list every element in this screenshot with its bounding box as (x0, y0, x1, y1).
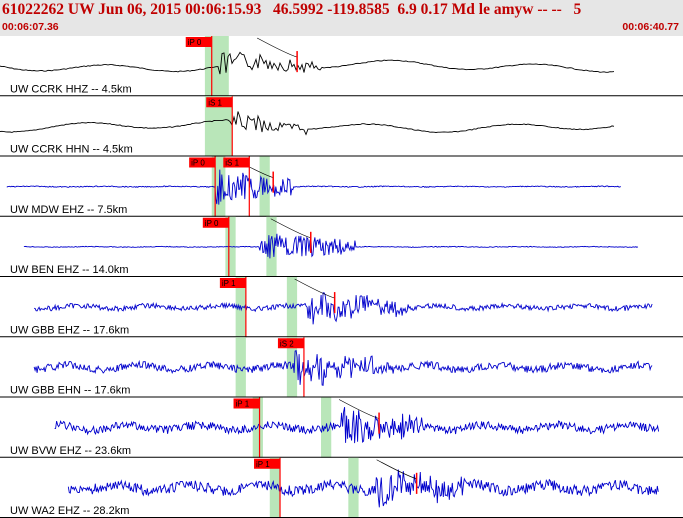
arrival-curve (294, 278, 335, 299)
waveform (6, 169, 622, 205)
pick-window (266, 216, 277, 277)
phase-pick-label: iP 0 (188, 38, 202, 47)
pick-window (204, 36, 229, 97)
phase-pick[interactable]: iS 1 (206, 96, 233, 157)
pick-window (252, 397, 263, 458)
arrival-curve (338, 399, 380, 419)
phase-pick[interactable]: iS 2 (277, 337, 305, 398)
trace-row[interactable]: iP 1 UW BVW EHZ -- 23.6km (0, 397, 683, 458)
phase-pick[interactable]: iP 1 (233, 397, 261, 458)
event-title: 61022262 UW Jun 06, 2015 00:06:15.93 46.… (2, 1, 582, 18)
station-label: UW GBB EHN -- 17.6km (10, 385, 130, 397)
station-label: UW CCRK HHZ -- 4.5km (10, 83, 132, 95)
station-label: UW BVW EHZ -- 23.6km (10, 445, 131, 457)
phase-pick-label: iP 0 (205, 219, 219, 228)
trace-row[interactable]: iP 1 UW WA2 EHZ -- 28.2km (0, 457, 683, 518)
arrival-curve (270, 218, 311, 239)
phase-pick-label: iP 1 (256, 460, 270, 469)
station-label: UW CCRK HHN -- 4.5km (10, 144, 133, 156)
phase-pick[interactable]: iP 1 (254, 457, 281, 518)
trace-row[interactable]: iP 0 UW BEN EHZ -- 14.0km (0, 216, 683, 277)
phase-pick-label: iS 2 (280, 339, 294, 348)
trace-row[interactable]: iP 0 iS 1 UW MDW EHZ -- 7.5km (0, 156, 683, 217)
waveform (0, 111, 615, 136)
trace-row[interactable]: iS 1 UW CCRK HHN -- 4.5km (0, 96, 683, 157)
station-label: UW WA2 EHZ -- 28.2km (10, 505, 129, 517)
phase-pick[interactable]: iP 0 (189, 156, 216, 217)
pick-window (348, 457, 359, 518)
station-label: UW GBB EHZ -- 17.6km (10, 324, 129, 336)
trace-row[interactable]: iP 0 UW CCRK HHZ -- 4.5km (0, 36, 683, 97)
waveform (67, 469, 659, 508)
phase-pick-label: iS 1 (208, 98, 222, 107)
arrival-curve (376, 459, 417, 480)
trace-row[interactable]: iP 1 UW GBB EHZ -- 17.6km (0, 277, 683, 338)
phase-pick-label: iP 1 (236, 400, 250, 409)
waveform (0, 51, 615, 75)
phase-pick-label: iP 0 (191, 159, 205, 168)
waveform (33, 349, 653, 386)
station-label: UW MDW EHZ -- 7.5km (10, 204, 127, 216)
phase-pick-label: iS 1 (225, 159, 239, 168)
waveform (54, 407, 660, 444)
waveform (34, 292, 653, 325)
trace-row[interactable]: iS 2 UW GBB EHN -- 17.6km (0, 337, 683, 398)
pick-window (235, 337, 246, 398)
phase-pick[interactable]: iP 0 (202, 216, 230, 277)
window-start-time: 00:06:07.36 (2, 21, 59, 33)
waveform (23, 233, 639, 259)
arrival-curve (256, 37, 298, 58)
station-label: UW BEN EHZ -- 14.0km (10, 264, 129, 276)
phase-pick[interactable]: iP 0 (185, 36, 213, 97)
event-header: 61022262 UW Jun 06, 2015 00:06:15.93 46.… (0, 0, 683, 36)
phase-pick-label: iP 1 (222, 279, 236, 288)
window-end-time: 00:06:40.77 (622, 21, 679, 33)
phase-pick[interactable]: iS 1 (223, 156, 250, 217)
phase-pick[interactable]: iP 1 (219, 277, 247, 338)
seismogram-panel[interactable]: iP 0 UW CCRK HHZ -- 4.5km iS 1 UW CCRK HHN … (0, 36, 683, 518)
